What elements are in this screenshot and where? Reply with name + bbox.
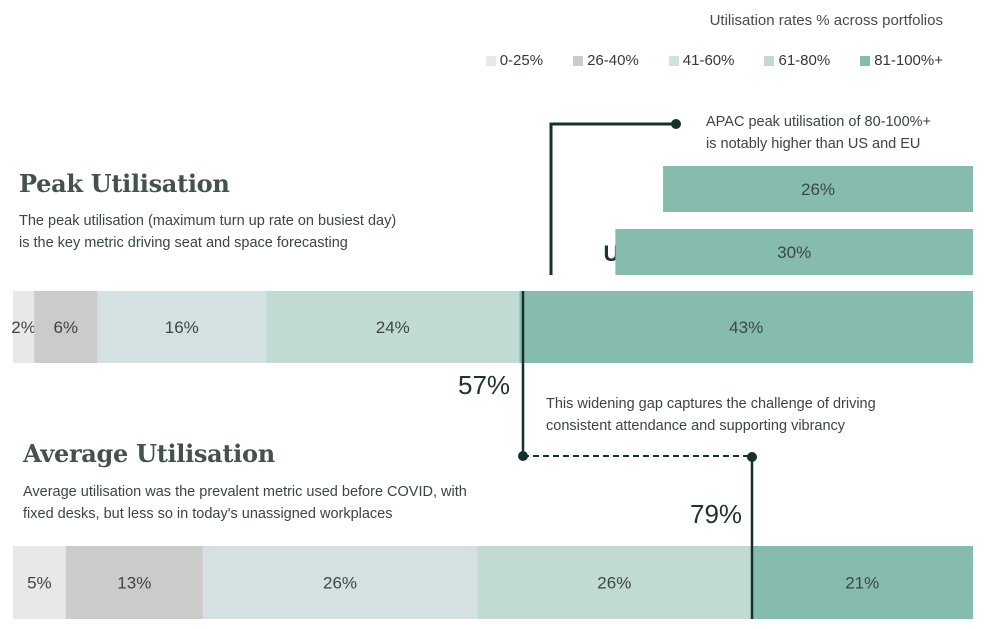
peak-marker-value: 57% <box>458 370 511 400</box>
peak-bar-segment-label: 2% <box>11 318 36 337</box>
average-stacked-bar: 5% 13% 26% 26% 21% <box>13 546 973 619</box>
average-bar-segment-label: 13% <box>117 574 151 593</box>
peak-bar-segment <box>34 291 98 363</box>
legend-swatch <box>573 55 584 66</box>
peak-description: The peak utilisation (maximum turn up ra… <box>19 210 396 254</box>
peak-bar-segment <box>266 291 520 363</box>
average-bar-segment-label: 21% <box>845 574 879 593</box>
average-description: Average utilisation was the prevalent me… <box>23 481 467 525</box>
legend-item-0-25: 0-25% <box>485 52 544 69</box>
apac-connector-dot <box>671 119 681 129</box>
average-bar-segment <box>202 546 478 619</box>
gap-annotation: This widening gap captures the challenge… <box>546 393 876 437</box>
region-bars: 26% 30% <box>615 166 973 275</box>
legend-swatch <box>485 55 496 66</box>
region-bar-us <box>615 229 973 275</box>
region-bar-eu <box>663 166 973 212</box>
average-bar-segment-label: 26% <box>323 574 357 593</box>
average-bar-segment <box>477 546 752 619</box>
legend-title: Utilisation rates % across portfolios <box>709 12 943 29</box>
average-bar-segment <box>13 546 66 619</box>
apac-annotation-line: is notably higher than US and EU <box>706 136 921 152</box>
legend-label: 81-100%+ <box>874 52 943 69</box>
legend-swatch <box>764 55 775 66</box>
legend-item-81-100: 81-100%+ <box>860 52 943 69</box>
region-bar-label-us: 30% <box>777 243 811 262</box>
legend-label: 41-60% <box>682 52 735 69</box>
average-marker-value: 79% <box>690 499 743 529</box>
peak-bar-segment <box>519 291 973 363</box>
legend-swatch <box>860 55 871 66</box>
peak-bar-segment-label: 43% <box>729 318 763 337</box>
average-bar-segment-label: 26% <box>597 574 631 593</box>
peak-bar-segment-label: 16% <box>165 318 199 337</box>
connector-lines <box>518 119 757 619</box>
legend-item-26-40: 26-40% <box>573 52 639 69</box>
peak-description-line: is the key metric driving seat and space… <box>19 235 348 251</box>
peak-bar-segment <box>97 291 267 363</box>
average-bar-segment-label: 5% <box>27 574 52 593</box>
peak-bar-segment-label: 24% <box>376 318 410 337</box>
legend-swatch <box>668 55 679 66</box>
legend: 0-25% 26-40% 41-60% 61-80% 81-100%+ <box>485 52 943 69</box>
apac-annotation: APAC peak utilisation of 80-100%+ is not… <box>706 111 931 155</box>
peak-stacked-bar: 2% 6% 16% 24% 43% <box>11 291 973 363</box>
average-description-line: Average utilisation was the prevalent me… <box>23 484 467 500</box>
legend-item-61-80: 61-80% <box>764 52 830 69</box>
average-title: Average Utilisation <box>23 439 275 468</box>
gap-annotation-line: This widening gap captures the challenge… <box>546 396 876 412</box>
apac-connector-line <box>549 122 676 275</box>
legend-label: 26-40% <box>587 52 639 69</box>
region-bar-label-eu: 26% <box>801 180 835 199</box>
average-bar-segment <box>751 546 973 619</box>
legend-item-41-60: 41-60% <box>668 52 735 69</box>
peak-description-line: The peak utilisation (maximum turn up ra… <box>19 213 397 229</box>
peak-title: Peak Utilisation <box>19 169 230 198</box>
peak-bar-segment-label: 6% <box>53 318 78 337</box>
average-bar-segment <box>65 546 203 619</box>
peak-bar-segment <box>13 291 35 363</box>
gap-annotation-line: consistent attendance and supporting vib… <box>546 418 846 434</box>
legend-label: 0-25% <box>499 52 544 69</box>
apac-annotation-line: APAC peak utilisation of 80-100%+ <box>706 114 932 130</box>
legend-label: 61-80% <box>778 52 831 69</box>
average-description-line: fixed desks, but less so in today's unas… <box>23 506 393 522</box>
